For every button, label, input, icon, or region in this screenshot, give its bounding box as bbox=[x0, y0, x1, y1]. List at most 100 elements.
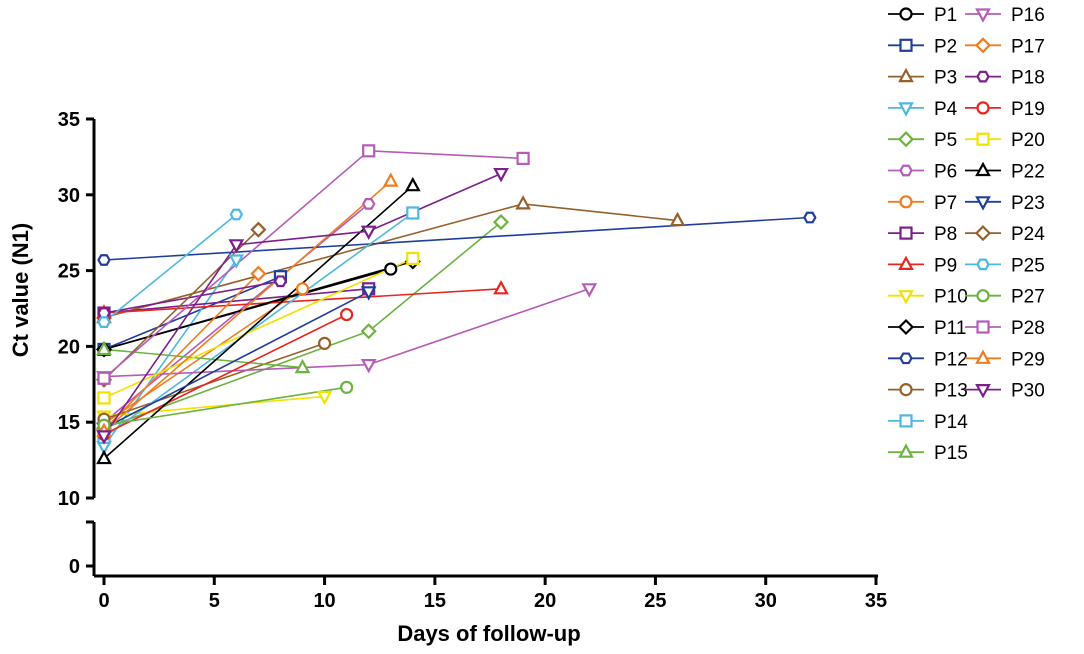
legend-item-p1: P1 bbox=[888, 5, 957, 26]
legend-label: P25 bbox=[1011, 255, 1045, 276]
data-point-p1 bbox=[384, 262, 398, 276]
legend-item-p23: P23 bbox=[965, 193, 1045, 214]
legend-item-p10: P10 bbox=[888, 287, 968, 308]
data-point-p22 bbox=[404, 176, 421, 192]
legend-swatch-marker bbox=[899, 352, 913, 365]
legend-swatch-marker bbox=[899, 383, 913, 397]
legend-label: P8 bbox=[934, 224, 957, 245]
series-line-p23 bbox=[103, 291, 370, 430]
legend-swatch-marker bbox=[899, 164, 913, 177]
legend-swatch-marker bbox=[976, 320, 990, 334]
y-axis-title: Ct value (N1) bbox=[8, 223, 33, 357]
legend-swatch-marker bbox=[898, 443, 914, 458]
legend-item-p20: P20 bbox=[965, 130, 1045, 151]
data-point-p18 bbox=[273, 275, 288, 288]
y-tick-label: 20 bbox=[58, 336, 80, 358]
series-line-p18 bbox=[103, 280, 281, 314]
legend-item-p24: P24 bbox=[965, 224, 1045, 245]
legend-item-p12: P12 bbox=[888, 349, 968, 370]
legend-item-p11: P11 bbox=[888, 318, 966, 339]
data-point-p20 bbox=[406, 251, 420, 266]
legend-item-p17: P17 bbox=[965, 36, 1045, 57]
data-point-p30 bbox=[360, 225, 377, 240]
data-point-p7 bbox=[295, 282, 310, 296]
data-point-p13 bbox=[317, 336, 332, 350]
data-point-p16 bbox=[581, 283, 598, 298]
legend-label: P13 bbox=[934, 381, 968, 402]
legend-swatch-marker bbox=[976, 132, 990, 146]
data-point-p29 bbox=[382, 172, 399, 187]
data-point-p27 bbox=[340, 380, 354, 394]
legend-label: P15 bbox=[934, 443, 968, 464]
series-line-p19 bbox=[103, 313, 347, 436]
series-line-p7 bbox=[103, 288, 303, 425]
legend-item-p30: P30 bbox=[965, 381, 1045, 402]
legend: P1 P2 P3 P4 P5 P6 P7 P8 P9 P10 P11 P12 P13 P14 P15 P16 P… bbox=[888, 5, 1045, 464]
legend-swatch-marker bbox=[975, 8, 991, 23]
x-tick-label: 0 bbox=[98, 590, 109, 612]
legend-swatch-marker bbox=[897, 318, 915, 336]
data-point-p25 bbox=[229, 208, 244, 221]
x-tick-label: 20 bbox=[534, 590, 556, 612]
legend-label: P30 bbox=[1011, 381, 1045, 402]
legend-swatch-marker bbox=[974, 225, 992, 242]
data-point-p28 bbox=[97, 371, 111, 385]
data-point-p28 bbox=[516, 151, 530, 166]
legend-swatch-marker bbox=[899, 414, 913, 428]
series-line-p4 bbox=[103, 259, 237, 447]
legend-swatch-marker bbox=[975, 384, 991, 399]
legend-label: P18 bbox=[1011, 68, 1045, 89]
series-line-p20 bbox=[103, 257, 414, 399]
legend-label: P1 bbox=[934, 5, 957, 26]
data-point-p23 bbox=[360, 286, 377, 301]
legend-item-p22: P22 bbox=[965, 162, 1045, 183]
x-tick-label: 5 bbox=[209, 590, 220, 612]
data-point-p4 bbox=[228, 254, 245, 269]
data-point-p6 bbox=[361, 198, 376, 210]
series-markers bbox=[95, 144, 817, 465]
legend-label: P19 bbox=[1011, 99, 1045, 120]
data-point-p22 bbox=[96, 449, 112, 465]
y-tick-label: 35 bbox=[58, 109, 80, 131]
series-line-p25 bbox=[103, 213, 237, 323]
legend-label: P16 bbox=[1011, 5, 1045, 26]
legend-swatch-marker bbox=[899, 38, 913, 52]
legend-label: P23 bbox=[1011, 193, 1045, 214]
data-point-p25 bbox=[97, 316, 111, 329]
legend-item-p4: P4 bbox=[888, 99, 958, 120]
x-ticks: 0 5 10 15 20 25 30 35 bbox=[98, 576, 887, 612]
data-point-p19 bbox=[340, 307, 354, 322]
legend-label: P20 bbox=[1011, 130, 1045, 151]
axes bbox=[92, 119, 878, 578]
legend-item-p3: P3 bbox=[888, 68, 957, 89]
legend-label: P4 bbox=[934, 99, 958, 120]
legend-item-p16: P16 bbox=[965, 5, 1045, 26]
legend-item-p25: P25 bbox=[965, 255, 1045, 276]
legend-swatch-marker bbox=[899, 195, 913, 209]
legend-swatch-marker bbox=[899, 7, 913, 21]
series-line-p14 bbox=[103, 212, 414, 439]
legend-label: P12 bbox=[934, 349, 968, 370]
series-line-p17 bbox=[103, 273, 259, 431]
legend-swatch-marker bbox=[975, 349, 991, 364]
data-point-p12 bbox=[803, 211, 817, 224]
y-tick-label: 15 bbox=[58, 412, 80, 434]
legend-label: P28 bbox=[1011, 318, 1045, 339]
data-point-p10 bbox=[316, 390, 333, 406]
legend-swatch-marker bbox=[975, 161, 991, 177]
series-line-p8 bbox=[103, 288, 369, 314]
legend-label: P10 bbox=[934, 287, 968, 308]
legend-item-p2: P2 bbox=[888, 36, 957, 57]
series-lines bbox=[103, 149, 810, 460]
x-tick-label: 25 bbox=[644, 590, 666, 612]
legend-item-p8: P8 bbox=[888, 224, 957, 245]
data-point-p28 bbox=[362, 144, 376, 158]
series-line-p9 bbox=[103, 288, 502, 314]
data-point-p5 bbox=[360, 323, 377, 340]
y-tick-label: 0 bbox=[69, 556, 80, 578]
legend-label: P27 bbox=[1011, 287, 1045, 308]
series-line-p27 bbox=[103, 386, 347, 426]
data-point-p20 bbox=[97, 391, 111, 405]
data-point-p30 bbox=[493, 167, 509, 183]
